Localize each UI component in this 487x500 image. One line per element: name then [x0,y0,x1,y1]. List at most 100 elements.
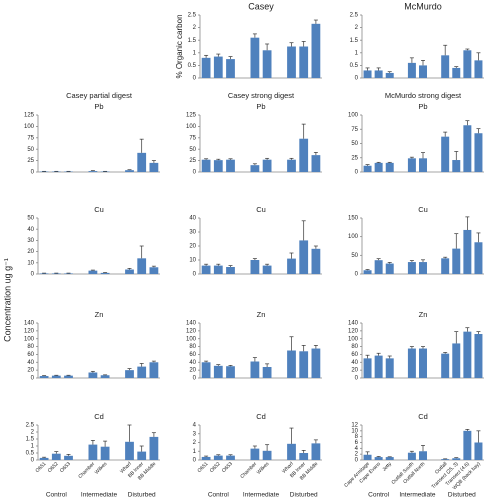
bar [374,355,383,378]
bar [474,242,483,274]
y-tick-label: 125 [186,113,197,119]
y-tick-label: 12 [351,423,358,429]
y-tick-label: 20 [27,368,34,374]
x-tick-label: O651 [35,461,48,474]
y-tick-label: 75 [189,135,196,141]
panel-title: Casey partial digest [66,91,133,100]
group-label: Control [208,492,230,499]
bar [250,448,260,460]
y-tick-label: 80 [27,344,34,350]
bar [407,158,416,172]
y-tick-label: 0 [193,376,197,382]
bar [201,159,211,172]
bar [419,348,427,378]
bar [250,37,260,78]
bar [88,270,98,274]
y-tick-label: 0 [193,272,197,278]
bar [213,265,223,274]
bar [363,358,372,378]
bar [441,459,450,460]
y-tick-label: 4 [193,423,197,429]
y-tick-label: 60 [351,352,358,358]
bar [299,46,309,78]
y-tick-label: 10 [189,258,196,264]
bar [226,366,235,378]
panel-subtitle: Cu [418,205,428,214]
y-tick-label: 30 [27,238,34,244]
y-tick-label: 1.5 [188,38,197,44]
bar [213,455,223,460]
bar [311,443,321,460]
bar [262,367,272,378]
bar [385,457,394,460]
bar [64,273,73,274]
panel-subtitle: Zn [419,310,428,319]
y-tick-label: 4 [355,446,359,452]
y-tick-label: 0 [193,76,197,82]
y-tick-label: 1 [355,50,359,56]
y-tick-label: 20 [351,368,358,374]
group-label: Disturbed [448,492,476,499]
y-tick-label: 2.5 [350,13,359,19]
bar [201,456,211,460]
panel-subtitle: Zn [95,310,104,319]
bar [299,240,309,274]
y-tick-label: 100 [348,234,359,240]
bar [311,155,321,172]
bar [213,365,223,378]
bar [374,70,383,78]
y-tick-label: 25 [351,155,358,161]
group-label: Disturbed [290,492,318,499]
bar [226,267,235,274]
bar [262,450,272,460]
bar [287,443,296,460]
bar [407,348,416,378]
bar [149,436,159,460]
bar [385,72,394,78]
bar [363,70,372,78]
y-tick-label: 40 [27,227,34,233]
bar [287,350,296,378]
y-tick-label: 75 [27,135,34,141]
bar [463,125,472,172]
group-label: Intermediate [399,492,436,499]
bar [407,452,416,460]
y-tick-label: 1.5 [26,437,35,443]
panel-subtitle: Cd [256,412,266,421]
panel-y-label: % Organic carbon [175,14,184,78]
y-tick-label: 125 [24,113,35,119]
panel-title: McMurdo strong digest [385,91,462,100]
y-tick-label: 0 [355,376,359,382]
panel-subtitle: Cu [94,205,104,214]
panel-title: Casey [248,1,274,11]
x-tick-label: Jetty [381,461,393,473]
bar [125,441,134,460]
y-tick-label: 75 [351,127,358,133]
y-tick-label: 0.5 [26,451,35,457]
y-tick-label: 100 [348,113,359,119]
y-tick-label: 20 [27,249,34,255]
bar [311,23,321,78]
bar [407,262,416,274]
group-label: Control [46,492,68,499]
bar [201,265,211,274]
y-tick-label: 2.5 [26,423,35,429]
bar [363,270,372,274]
bar [441,136,450,172]
y-tick-label: 60 [27,352,34,358]
bar [419,65,427,78]
y-tick-label: 100 [348,336,359,342]
bar [311,348,321,378]
y-tick-label: 1 [193,449,197,455]
bar [51,375,61,378]
panel-subtitle: Cd [94,412,104,421]
y-tick-label: 30 [189,230,196,236]
bar [441,55,450,78]
bar [51,273,61,274]
bar [452,343,461,378]
x-tick-label: O652 [209,461,222,474]
x-tick-label: O653 [59,461,72,474]
bar [125,370,134,378]
bar [39,376,49,378]
y-tick-label: 1.5 [350,38,359,44]
